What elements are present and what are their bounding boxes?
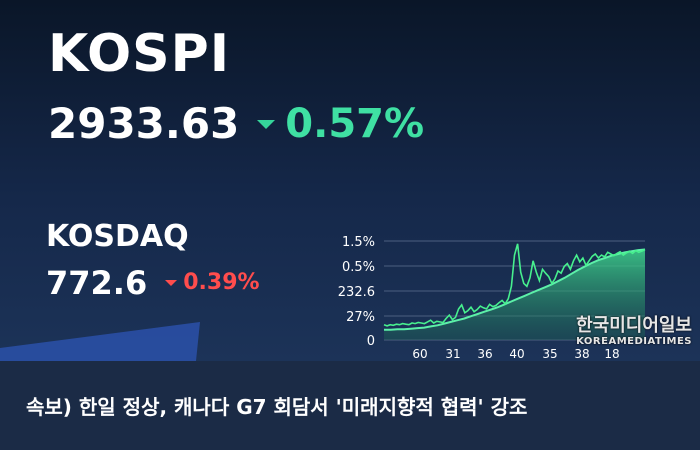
news-caption-bar: 속보) 한일 정상, 캐나다 G7 회담서 '미래지향적 협력' 강조 xyxy=(0,361,700,450)
trend-area xyxy=(384,249,645,340)
y-tick-label: 0 xyxy=(367,334,375,349)
kosdaq-change: 0.39% xyxy=(183,270,260,295)
news-caption: 속보) 한일 정상, 캐나다 G7 회담서 '미래지향적 협력' 강조 xyxy=(26,395,528,419)
watermark-english: KOREAMEDIATIMES xyxy=(576,335,692,347)
y-tick-label: 27% xyxy=(346,310,375,325)
market-panel: KOSPI 2933.63 0.57% KOSDAQ 772.6 0.39% 1… xyxy=(0,0,700,361)
background-stripe xyxy=(0,322,200,361)
x-tick-label: 40 xyxy=(509,347,524,361)
y-tick-label: 232.6 xyxy=(338,285,375,300)
y-axis-labels: 1.5% 0.5% 232.6 27% 0 xyxy=(338,235,375,349)
kosdaq-label: KOSDAQ xyxy=(46,219,189,254)
watermark: 한국미디어일보 KOREAMEDIATIMES xyxy=(576,316,692,347)
change-down-icon xyxy=(257,119,276,129)
kospi-change: 0.57% xyxy=(285,101,425,147)
price-line xyxy=(383,243,646,327)
kospi-label: KOSPI xyxy=(48,24,231,84)
index-chart: 1.5% 0.5% 232.6 27% 0 60 31 36 40 35 38 18 xyxy=(338,235,646,361)
watermark-korean: 한국미디어일보 xyxy=(576,315,692,336)
kospi-value: 2933.63 xyxy=(48,99,240,148)
x-tick-label: 38 xyxy=(574,347,589,361)
y-tick-label: 1.5% xyxy=(342,235,375,250)
kosdaq-quote: 772.6 0.39% xyxy=(46,265,260,301)
x-tick-label: 60 xyxy=(412,347,427,361)
x-tick-label: 18 xyxy=(604,347,619,361)
kospi-quote: 2933.63 0.57% xyxy=(48,100,424,148)
y-tick-label: 0.5% xyxy=(342,260,375,275)
change-down-icon xyxy=(165,280,178,286)
x-tick-label: 31 xyxy=(445,347,460,361)
x-tick-label: 36 xyxy=(477,347,492,361)
kosdaq-value: 772.6 xyxy=(46,264,148,302)
trend-line xyxy=(384,248,646,331)
x-axis-labels: 60 31 36 40 35 38 18 xyxy=(412,347,619,361)
x-tick-label: 35 xyxy=(542,347,557,361)
